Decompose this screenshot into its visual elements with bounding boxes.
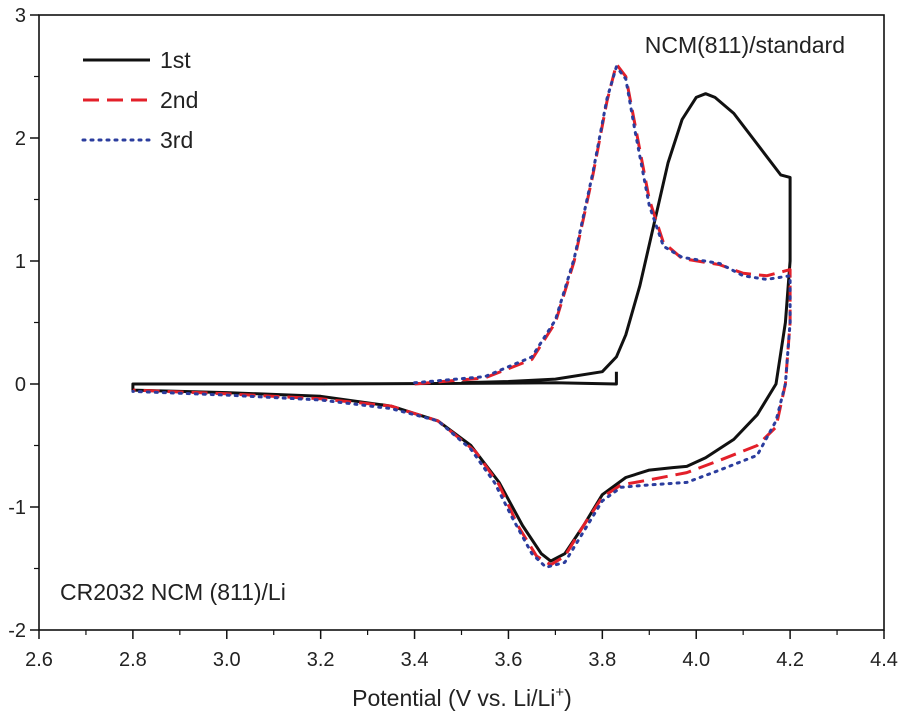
y-tick-label: -2 xyxy=(8,620,26,642)
x-tick-label: 3.6 xyxy=(495,649,523,671)
y-tick-label: -1 xyxy=(8,497,26,519)
series-line-2 xyxy=(132,62,792,567)
x-axis-label-close: ) xyxy=(564,685,572,711)
x-tick-label: 3.8 xyxy=(588,649,616,671)
x-tick-label: 4.4 xyxy=(870,649,898,671)
series-line-3 xyxy=(131,65,792,569)
x-tick-label: 3.0 xyxy=(213,649,241,671)
legend-label-3: 3rd xyxy=(160,127,193,153)
y-tick-label: 3 xyxy=(15,5,26,27)
x-tick-label: 3.4 xyxy=(401,649,429,671)
x-axis-label: Potential (V vs. Li/Li+) xyxy=(352,684,572,711)
y-tick-label: 2 xyxy=(15,128,26,150)
x-axis-label-main: Potential (V vs. Li/Li xyxy=(352,685,555,711)
series-line-1 xyxy=(131,92,792,563)
x-tick-label: 4.2 xyxy=(776,649,804,671)
series-layer xyxy=(131,62,792,569)
annotation-cell: CR2032 NCM (811)/Li xyxy=(60,579,286,605)
x-tick-label: 2.6 xyxy=(25,649,53,671)
legend: 1st 2nd 3rd xyxy=(81,47,198,153)
x-tick-label: 2.8 xyxy=(119,649,147,671)
x-axis-label-sup: + xyxy=(555,684,564,701)
x-tick-label: 3.2 xyxy=(307,649,335,671)
legend-label-1: 1st xyxy=(160,47,191,73)
y-tick-label: 1 xyxy=(15,251,26,273)
legend-label-2: 2nd xyxy=(160,87,198,113)
annotation-standard: NCM(811)/standard xyxy=(645,32,845,58)
y-tick-label: 0 xyxy=(15,374,26,396)
ticks-layer: 2.6 2.8 3.0 3.2 3.4 3.6 3.8 4.0 4.2 4.4 -2 -1 0 1 2 3 xyxy=(8,5,898,671)
x-tick-label: 4.0 xyxy=(682,649,710,671)
